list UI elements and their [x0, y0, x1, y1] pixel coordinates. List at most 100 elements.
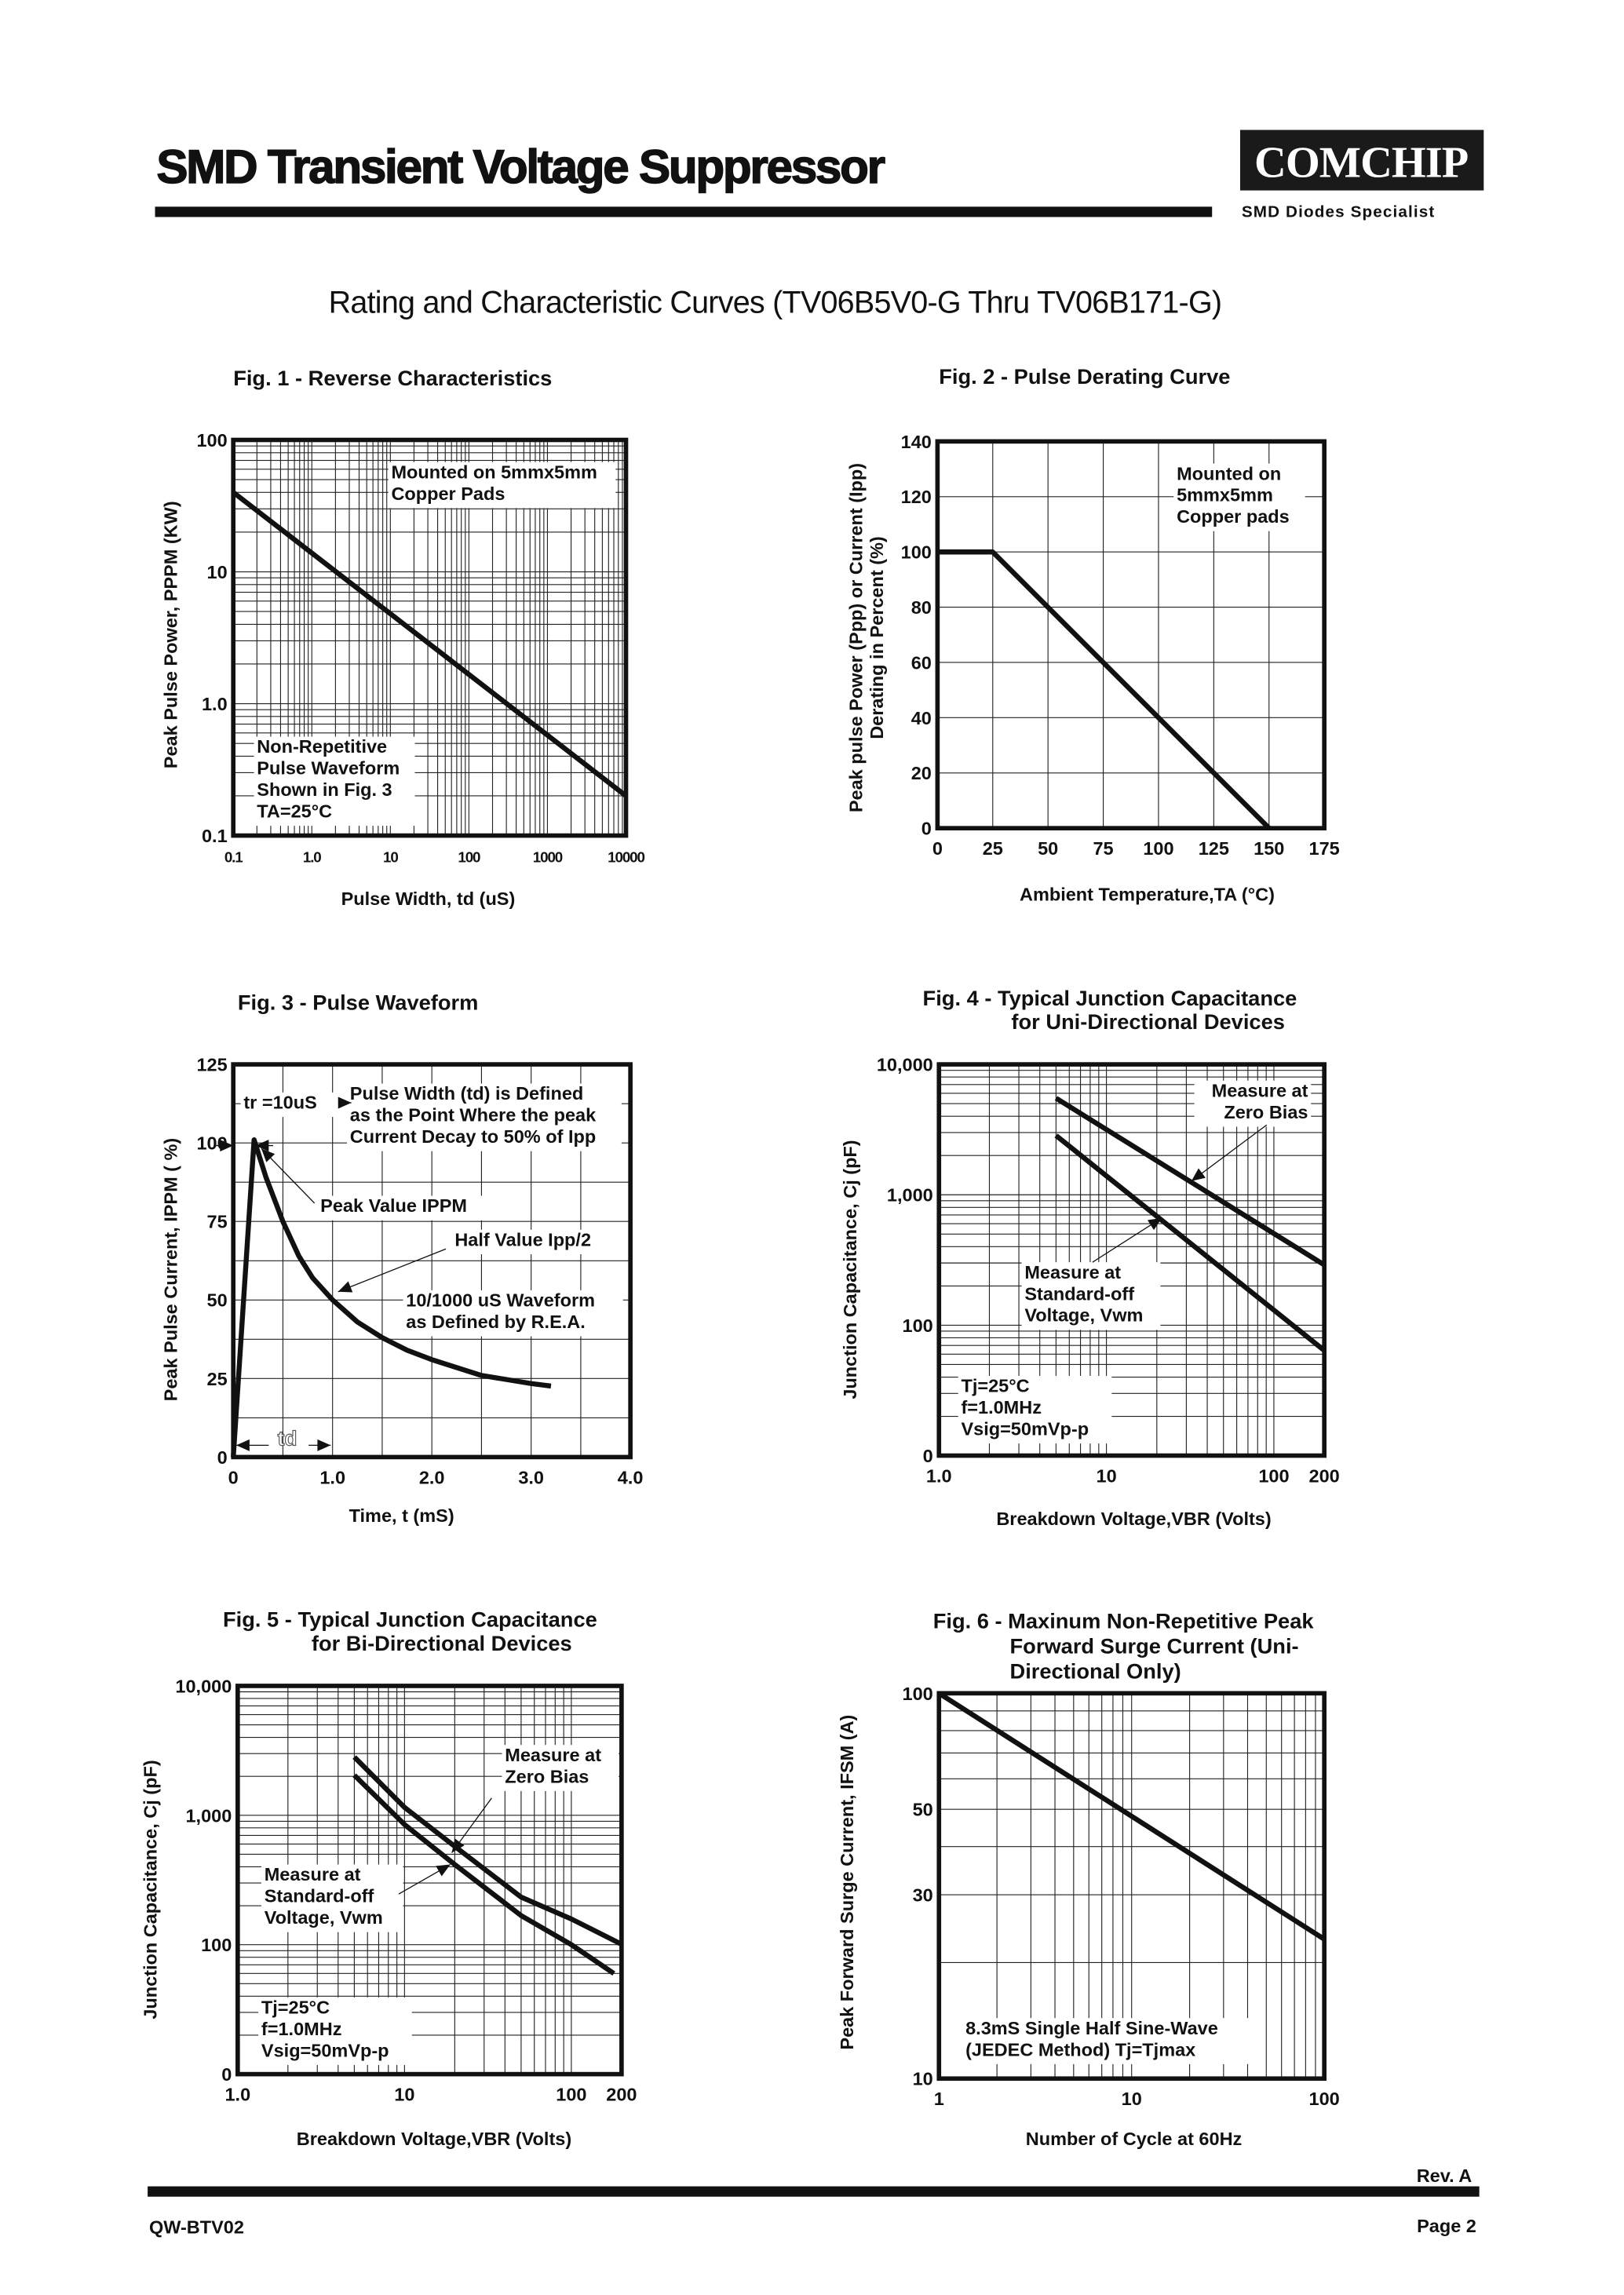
y-tick-label: 100: [901, 542, 932, 563]
y-tick-label: 125: [196, 1055, 227, 1075]
y-tick-label: 100: [903, 1684, 933, 1704]
annotation-text: (JEDEC Method) Tj=Tjmax: [965, 2039, 1195, 2060]
company-logo: COMCHIP SMD Diodes Specialist: [1239, 130, 1484, 221]
title-rule: [155, 206, 1213, 217]
annotation-background: [1021, 1262, 1161, 1330]
annotation-text: Tj=25°C: [261, 1998, 330, 2018]
x-tick-label: 1.0: [303, 848, 321, 865]
annotation-text: TA=25°C: [257, 801, 332, 822]
y-axis-label: Junction Capacitance, Cj (pF): [840, 1140, 860, 1399]
annotation-text: Mounted on: [1177, 463, 1281, 483]
arrowhead-icon: [1147, 1217, 1162, 1231]
annotation-background: [403, 1290, 623, 1337]
page-subtitle: Rating and Characteristic Curves (TV06B5…: [329, 286, 1222, 320]
x-tick-label: 10: [394, 2084, 414, 2104]
annotation-text: as the Point Where the peak: [350, 1105, 597, 1126]
series-line-1: [231, 1137, 552, 1458]
y-tick-label: 50: [207, 1290, 228, 1311]
y-tick-label: 10: [913, 2069, 933, 2089]
annotation-text: Measure at: [505, 1745, 601, 1765]
annotation-text: Zero Bias: [505, 1766, 589, 1786]
x-tick-label: 100: [1143, 838, 1173, 859]
annotation-text: Measure at: [1024, 1262, 1121, 1282]
plot-frame: [231, 437, 629, 838]
y-tick-label: 80: [911, 597, 932, 618]
x-tick-label: 50: [1038, 838, 1058, 859]
series-line-1: [937, 549, 1272, 830]
annotation-text: Current Decay to 50% of Ipp: [350, 1126, 596, 1147]
annotation-text: Standard-off: [265, 1886, 374, 1906]
x-tick-label: 10000: [608, 848, 644, 865]
x-tick-label: 0: [932, 838, 943, 859]
arrowhead-icon: [1191, 1168, 1206, 1181]
x-axis-label: Breakdown Voltage,VBR (Volts): [996, 1509, 1271, 1529]
document-code: QW-BTV02: [149, 2217, 244, 2238]
y-tick-label: 120: [901, 487, 932, 507]
annotation-text: Pulse Width (td) is Defined: [350, 1083, 583, 1104]
annotation-text: td: [278, 1426, 297, 1450]
chart-title: for Bi-Directional Devices: [312, 1631, 572, 1655]
annotation-text: Half Value Ipp/2: [454, 1229, 591, 1250]
x-tick-label: 100: [458, 848, 480, 865]
chart-title: Directional Only): [1010, 1659, 1181, 1684]
y-tick-label: 0: [923, 1446, 933, 1466]
series-line-2: [352, 1773, 615, 1976]
annotation-text: Copper pads: [1177, 506, 1290, 527]
x-tick-label: 150: [1254, 838, 1284, 859]
x-tick-label: 1: [934, 2089, 944, 2109]
annotation-text: Vsig=50mVp-p: [261, 2040, 389, 2060]
leader-line: [338, 1248, 447, 1293]
annotation-background: [451, 1229, 613, 1254]
annotations: 8.3mS Single Half Sine-Wave(JEDEC Method…: [962, 2018, 1250, 2064]
y-tick-label: 0.1: [202, 826, 228, 846]
x-tick-label: 200: [606, 2084, 637, 2104]
plot-frame: [235, 1684, 624, 2077]
x-tick-label: 3.0: [518, 1467, 544, 1487]
annotation-background: [958, 1375, 1112, 1444]
chart-title: Forward Surge Current (Uni-: [1010, 1634, 1299, 1658]
chart-title: Fig. 3 - Pulse Waveform: [238, 991, 479, 1015]
y-tick-label: 100: [903, 1315, 933, 1336]
y-tick-label: 0: [921, 819, 932, 839]
x-tick-label: 0: [228, 1467, 239, 1487]
annotation-text: Measure at: [265, 1864, 361, 1885]
logo-tagline: SMD Diodes Specialist: [1242, 202, 1436, 221]
y-tick-label: 100: [196, 1133, 227, 1154]
chart-title: Fig. 6 - Maxinum Non-Repetitive Peak: [933, 1609, 1315, 1633]
annotation-background: [261, 1864, 403, 1932]
leader-line: [1191, 1124, 1268, 1182]
y-tick-label: 50: [913, 1800, 933, 1820]
annotation-text: Peak Value IPPM: [320, 1195, 467, 1216]
y-tick-label: 1.0: [202, 694, 228, 714]
x-tick-label: 100: [1258, 1465, 1289, 1486]
x-tick-label: 175: [1309, 838, 1340, 859]
y-tick-label: 140: [901, 432, 932, 452]
annotation-text: 10/1000 uS Waveform: [406, 1290, 595, 1311]
annotation-text: f=1.0MHz: [961, 1397, 1042, 1418]
y-axis-label: Peak pulse Power (Ppp) or Current (Ipp): [845, 463, 866, 812]
annotation-text: Voltage, Vwm: [1024, 1305, 1143, 1326]
y-axis-label: Derating in Percent (%): [867, 536, 887, 739]
plot-frame: [935, 439, 1327, 830]
x-axis-label: Pulse Width, td (uS): [341, 888, 516, 909]
x-tick-label: 0.1: [224, 848, 243, 865]
x-axis-label: Number of Cycle at 60Hz: [1026, 2129, 1243, 2149]
annotation-background: [1194, 1080, 1312, 1127]
y-tick-label: 1,000: [887, 1185, 933, 1206]
y-tick-label: 10,000: [175, 1676, 232, 1696]
y-tick-label: 20: [911, 763, 932, 783]
annotation-text: as Defined by R.E.A.: [406, 1312, 586, 1332]
chart-title: for Uni-Directional Devices: [1011, 1009, 1285, 1034]
logo-text: COMCHIP: [1254, 139, 1468, 188]
annotation-background: [1173, 463, 1305, 531]
page-title: SMD Transient Voltage Suppressor: [156, 140, 885, 193]
annotation-background: [388, 462, 616, 509]
x-tick-label: 100: [556, 2084, 586, 2104]
annotation-text: Zero Bias: [1224, 1102, 1308, 1122]
